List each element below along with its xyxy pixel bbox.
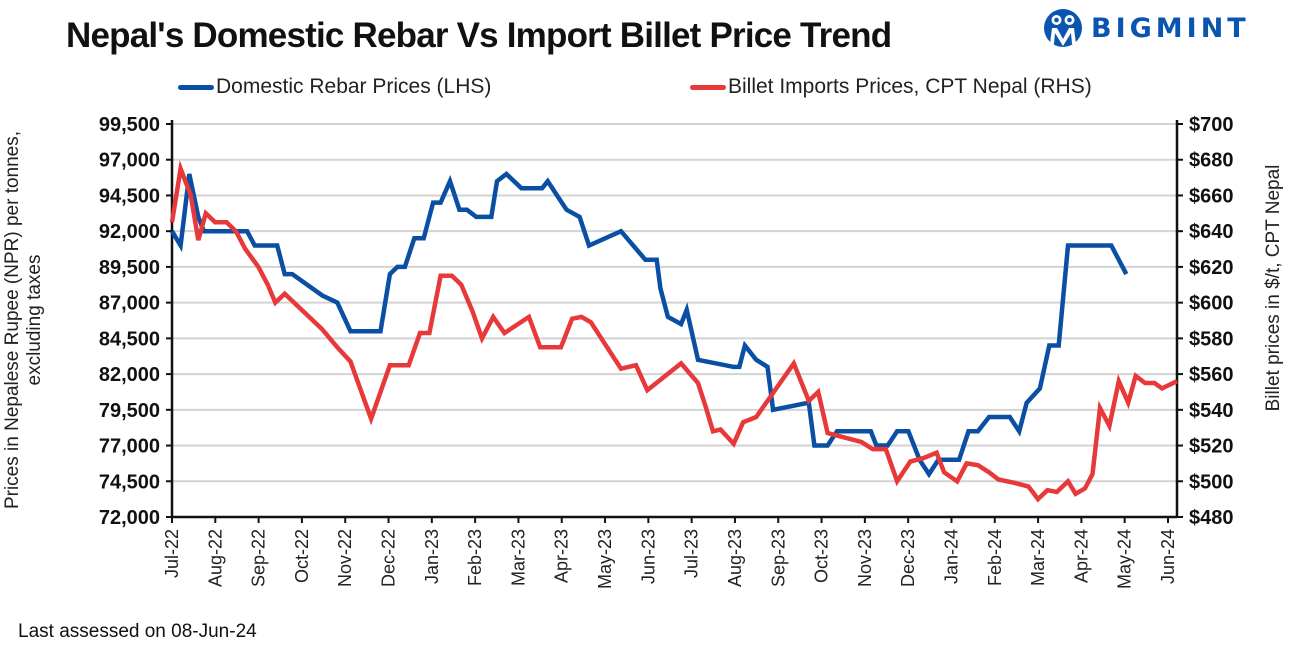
y-tick-label: 87,000 <box>99 293 160 315</box>
x-tick-label: Nov-23 <box>855 529 875 587</box>
y-tick-label: 74,500 <box>99 471 160 493</box>
people-circle-icon <box>1044 9 1082 47</box>
x-tick-label: Jul-22 <box>162 529 182 578</box>
y-tick-label: 79,500 <box>99 400 160 422</box>
y2-tick-label: $580 <box>1189 328 1234 350</box>
series-line-billet-imports <box>169 160 1178 503</box>
x-tick-label: Aug-22 <box>205 529 225 587</box>
x-tick-label: Jun-23 <box>638 529 658 584</box>
x-tick-label: Apr-24 <box>1071 529 1091 583</box>
y2-tick-label: $620 <box>1189 257 1234 279</box>
series-lines <box>169 160 1178 503</box>
y2-tick-label: $560 <box>1189 364 1234 386</box>
x-tick-label: Sep-23 <box>768 529 788 587</box>
y2-tick-label: $500 <box>1189 471 1234 493</box>
y-tick-label: 89,500 <box>99 257 160 279</box>
legend-swatch-red <box>690 84 726 90</box>
x-tick-label: Oct-23 <box>812 529 832 583</box>
y-tick-label: 82,000 <box>99 364 160 386</box>
x-tick-label: Mar-23 <box>508 529 528 586</box>
legend-item-domestic-rebar: Domestic Rebar Prices (LHS) <box>178 75 491 99</box>
x-tick-label: May-23 <box>595 529 615 589</box>
x-tick-label: May-24 <box>1115 529 1135 589</box>
x-tick-label: Apr-23 <box>552 529 572 583</box>
chart-title: Nepal's Domestic Rebar Vs Import Billet … <box>66 16 892 55</box>
y2-tick-label: $640 <box>1189 221 1234 243</box>
y-tick-label: 94,500 <box>99 185 160 207</box>
y2-tick-label: $680 <box>1189 150 1234 172</box>
y-tick-label: 77,000 <box>99 436 160 458</box>
y-axis-left-ticks: 72,000 74,500 77,000 79,500 82,000 84,500 87,0… <box>99 114 172 529</box>
y2-tick-label: $480 <box>1189 507 1234 529</box>
x-tick-label: Aug-23 <box>725 529 745 587</box>
y2-tick-label: $520 <box>1189 436 1234 458</box>
x-tick-label: Feb-24 <box>985 529 1005 586</box>
y-tick-label: 92,000 <box>99 221 160 243</box>
x-tick-label: Jan-23 <box>422 529 442 584</box>
logo-text: BIGMINT <box>1091 12 1250 44</box>
series-line-domestic-rebar <box>170 171 1129 479</box>
y-tick-label: 72,000 <box>99 507 160 529</box>
y-axis-right-ticks: $480 $500 $520 $540 $560 $580 $600 $620 $640 $660… <box>1177 114 1234 529</box>
y2-tick-label: $600 <box>1189 293 1234 315</box>
legend-label: Domestic Rebar Prices (LHS) <box>216 75 492 98</box>
legend-label: Billet Imports Prices, CPT Nepal (RHS) <box>728 75 1092 98</box>
x-axis-ticks: Jul-22 Aug-22 Sep-22 Oct-22 Nov-22 Dec-22 Jan-… <box>162 517 1178 589</box>
y-tick-label: 99,500 <box>99 114 160 136</box>
y-tick-label: 84,500 <box>99 328 160 350</box>
x-tick-label: Jun-24 <box>1158 529 1178 584</box>
x-tick-label: Oct-22 <box>292 529 312 583</box>
x-tick-label: Dec-22 <box>379 529 399 587</box>
x-tick-label: Sep-22 <box>249 529 269 587</box>
y-tick-label: 97,000 <box>99 150 160 172</box>
x-tick-label: Jan-24 <box>941 529 961 584</box>
x-tick-label: Feb-23 <box>465 529 485 586</box>
y2-tick-label: $540 <box>1189 400 1234 422</box>
last-assessed-note: Last assessed on 08-Jun-24 <box>18 621 257 642</box>
brand-logo: BIGMINT <box>1043 8 1250 48</box>
y2-tick-label: $700 <box>1189 114 1234 136</box>
y2-tick-label: $660 <box>1189 185 1234 207</box>
x-tick-label: Mar-24 <box>1028 529 1048 586</box>
legend-item-billet-imports: Billet Imports Prices, CPT Nepal (RHS) <box>690 75 1092 99</box>
x-tick-label: Dec-23 <box>898 529 918 587</box>
gridlines <box>172 123 1177 483</box>
x-tick-label: Jul-23 <box>682 529 702 578</box>
axes <box>170 120 1179 519</box>
legend-swatch-blue <box>178 84 214 90</box>
x-tick-label: Nov-22 <box>335 529 355 587</box>
